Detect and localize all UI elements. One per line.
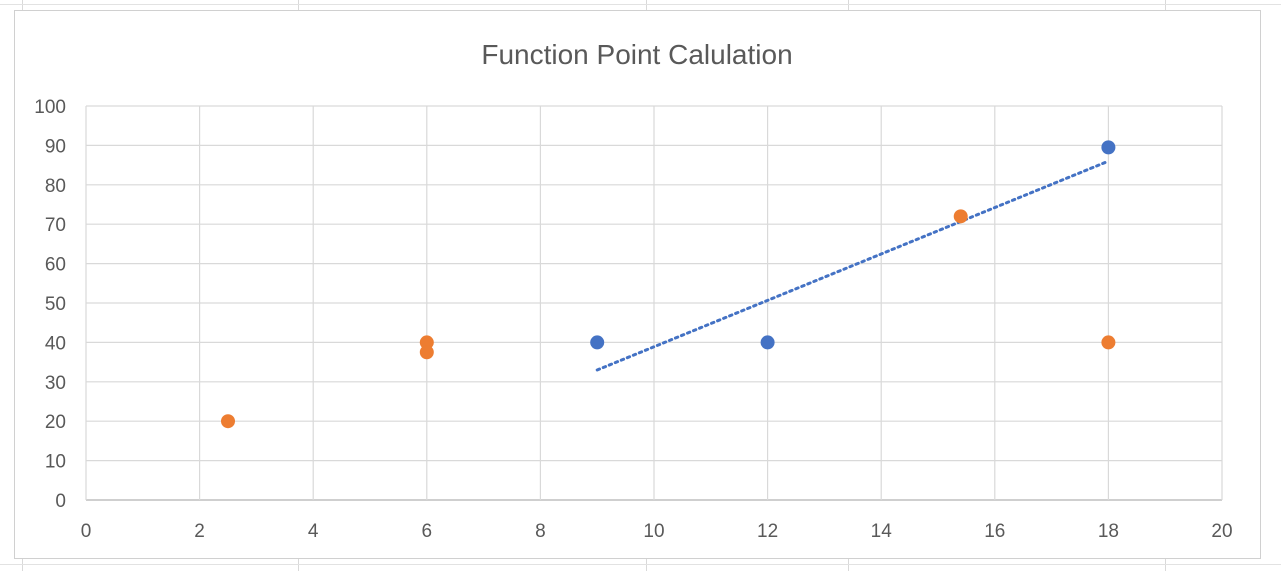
y-tick-label: 50 <box>45 294 66 315</box>
gridlines <box>85 105 1223 501</box>
x-tick-label: 2 <box>194 521 205 542</box>
x-tick-label: 16 <box>984 521 1005 542</box>
y-tick-label: 40 <box>45 333 66 354</box>
y-tick-label: 80 <box>45 176 66 197</box>
data-point[interactable] <box>760 335 775 350</box>
x-tick-label: 8 <box>535 521 546 542</box>
y-tick-label: 60 <box>45 255 66 276</box>
trendlines <box>595 159 1110 372</box>
data-points <box>221 140 1116 429</box>
scatter-chart: Function Point Calulation 01020304050607… <box>34 39 1232 542</box>
data-point[interactable] <box>419 335 434 350</box>
y-tick-label: 10 <box>45 452 66 473</box>
data-point[interactable] <box>1101 335 1116 350</box>
data-point[interactable] <box>1101 140 1116 155</box>
sheet-gridline <box>0 4 1281 5</box>
x-tick-label: 4 <box>308 521 319 542</box>
y-tick-label: 100 <box>34 97 66 118</box>
data-point[interactable] <box>590 335 605 350</box>
chart-title: Function Point Calulation <box>481 39 792 70</box>
data-point[interactable] <box>419 345 434 360</box>
x-tick-label: 0 <box>81 521 92 542</box>
x-tick-label: 10 <box>643 521 664 542</box>
y-tick-label: 0 <box>55 491 66 512</box>
y-tick-label: 20 <box>45 412 66 433</box>
x-tick-label: 20 <box>1211 521 1232 542</box>
trendline <box>595 159 1110 372</box>
y-tick-label: 70 <box>45 215 66 236</box>
data-point[interactable] <box>953 209 968 224</box>
chart-area[interactable]: Function Point Calulation 0 10 20 30 40 50 60 7… <box>14 10 1261 559</box>
y-tick-label: 90 <box>45 136 66 157</box>
x-tick-label: 6 <box>422 521 433 542</box>
x-tick-label: 14 <box>871 521 893 542</box>
x-tick-label: 12 <box>757 521 778 542</box>
axis-tick-labels: 0 10 20 30 40 50 60 70 80 90 100 0 2 4 6 8 10 12 14 16 18 20 <box>34 97 1232 542</box>
sheet-gridline <box>0 564 1281 565</box>
data-point[interactable] <box>221 414 235 429</box>
y-tick-label: 30 <box>45 373 66 394</box>
x-tick-label: 18 <box>1098 521 1119 542</box>
